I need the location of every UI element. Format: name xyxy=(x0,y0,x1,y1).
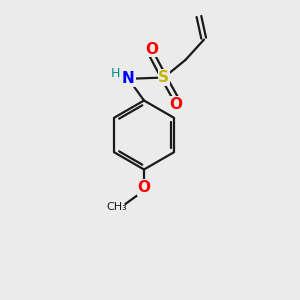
Text: H: H xyxy=(111,67,121,80)
Text: O: O xyxy=(169,97,182,112)
Text: O: O xyxy=(145,42,158,57)
Text: CH₃: CH₃ xyxy=(106,202,127,212)
Text: N: N xyxy=(122,71,135,86)
Text: O: O xyxy=(137,180,151,195)
Text: S: S xyxy=(158,70,169,85)
